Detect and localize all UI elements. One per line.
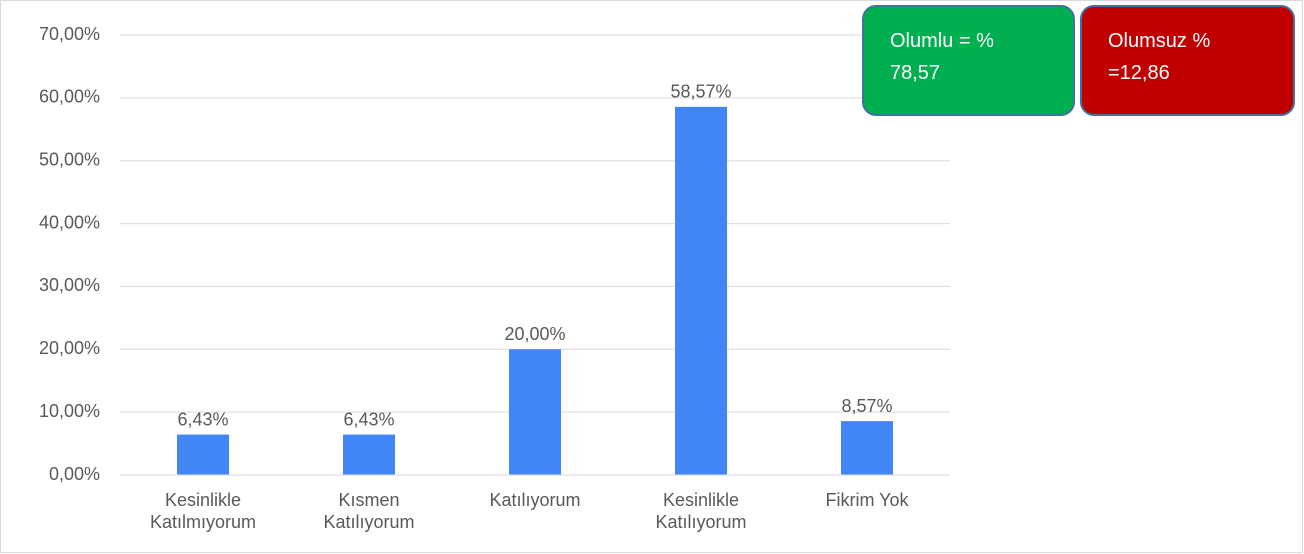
x-tick-label: Kısmen Katılıyorum — [323, 490, 415, 532]
bar — [343, 434, 395, 475]
y-tick-label: 20,00% — [39, 338, 100, 358]
data-label: 58,57% — [670, 82, 731, 102]
annotation-box: Olumsuz % =12,86 — [1080, 5, 1295, 116]
bar — [509, 349, 561, 475]
x-tick-label: Kesinlikle Katılmıyorum — [149, 490, 257, 532]
y-tick-label: 10,00% — [39, 401, 100, 421]
data-label: 6,43% — [343, 409, 394, 429]
data-label: 20,00% — [504, 324, 565, 344]
y-tick-label: 60,00% — [39, 87, 100, 107]
y-tick-label: 30,00% — [39, 275, 100, 295]
y-tick-label: 0,00% — [49, 464, 100, 484]
x-tick-label: Fikrim Yok — [825, 490, 909, 510]
annotation-box: Olumlu = % 78,57 — [862, 5, 1075, 116]
y-tick-label: 40,00% — [39, 212, 100, 232]
data-label: 6,43% — [177, 409, 228, 429]
data-label: 8,57% — [841, 396, 892, 416]
bar — [177, 434, 229, 475]
x-tick-label: Katılıyorum — [489, 490, 581, 510]
bar — [841, 421, 893, 475]
x-tick-label: Kesinlikle Katılıyorum — [655, 490, 747, 532]
bar — [675, 106, 727, 476]
annotation-text: Olumlu = % 78,57 — [890, 30, 994, 84]
y-tick-label: 70,00% — [39, 24, 100, 44]
annotation-text: Olumsuz % =12,86 — [1108, 30, 1211, 84]
y-tick-label: 50,00% — [39, 149, 100, 169]
